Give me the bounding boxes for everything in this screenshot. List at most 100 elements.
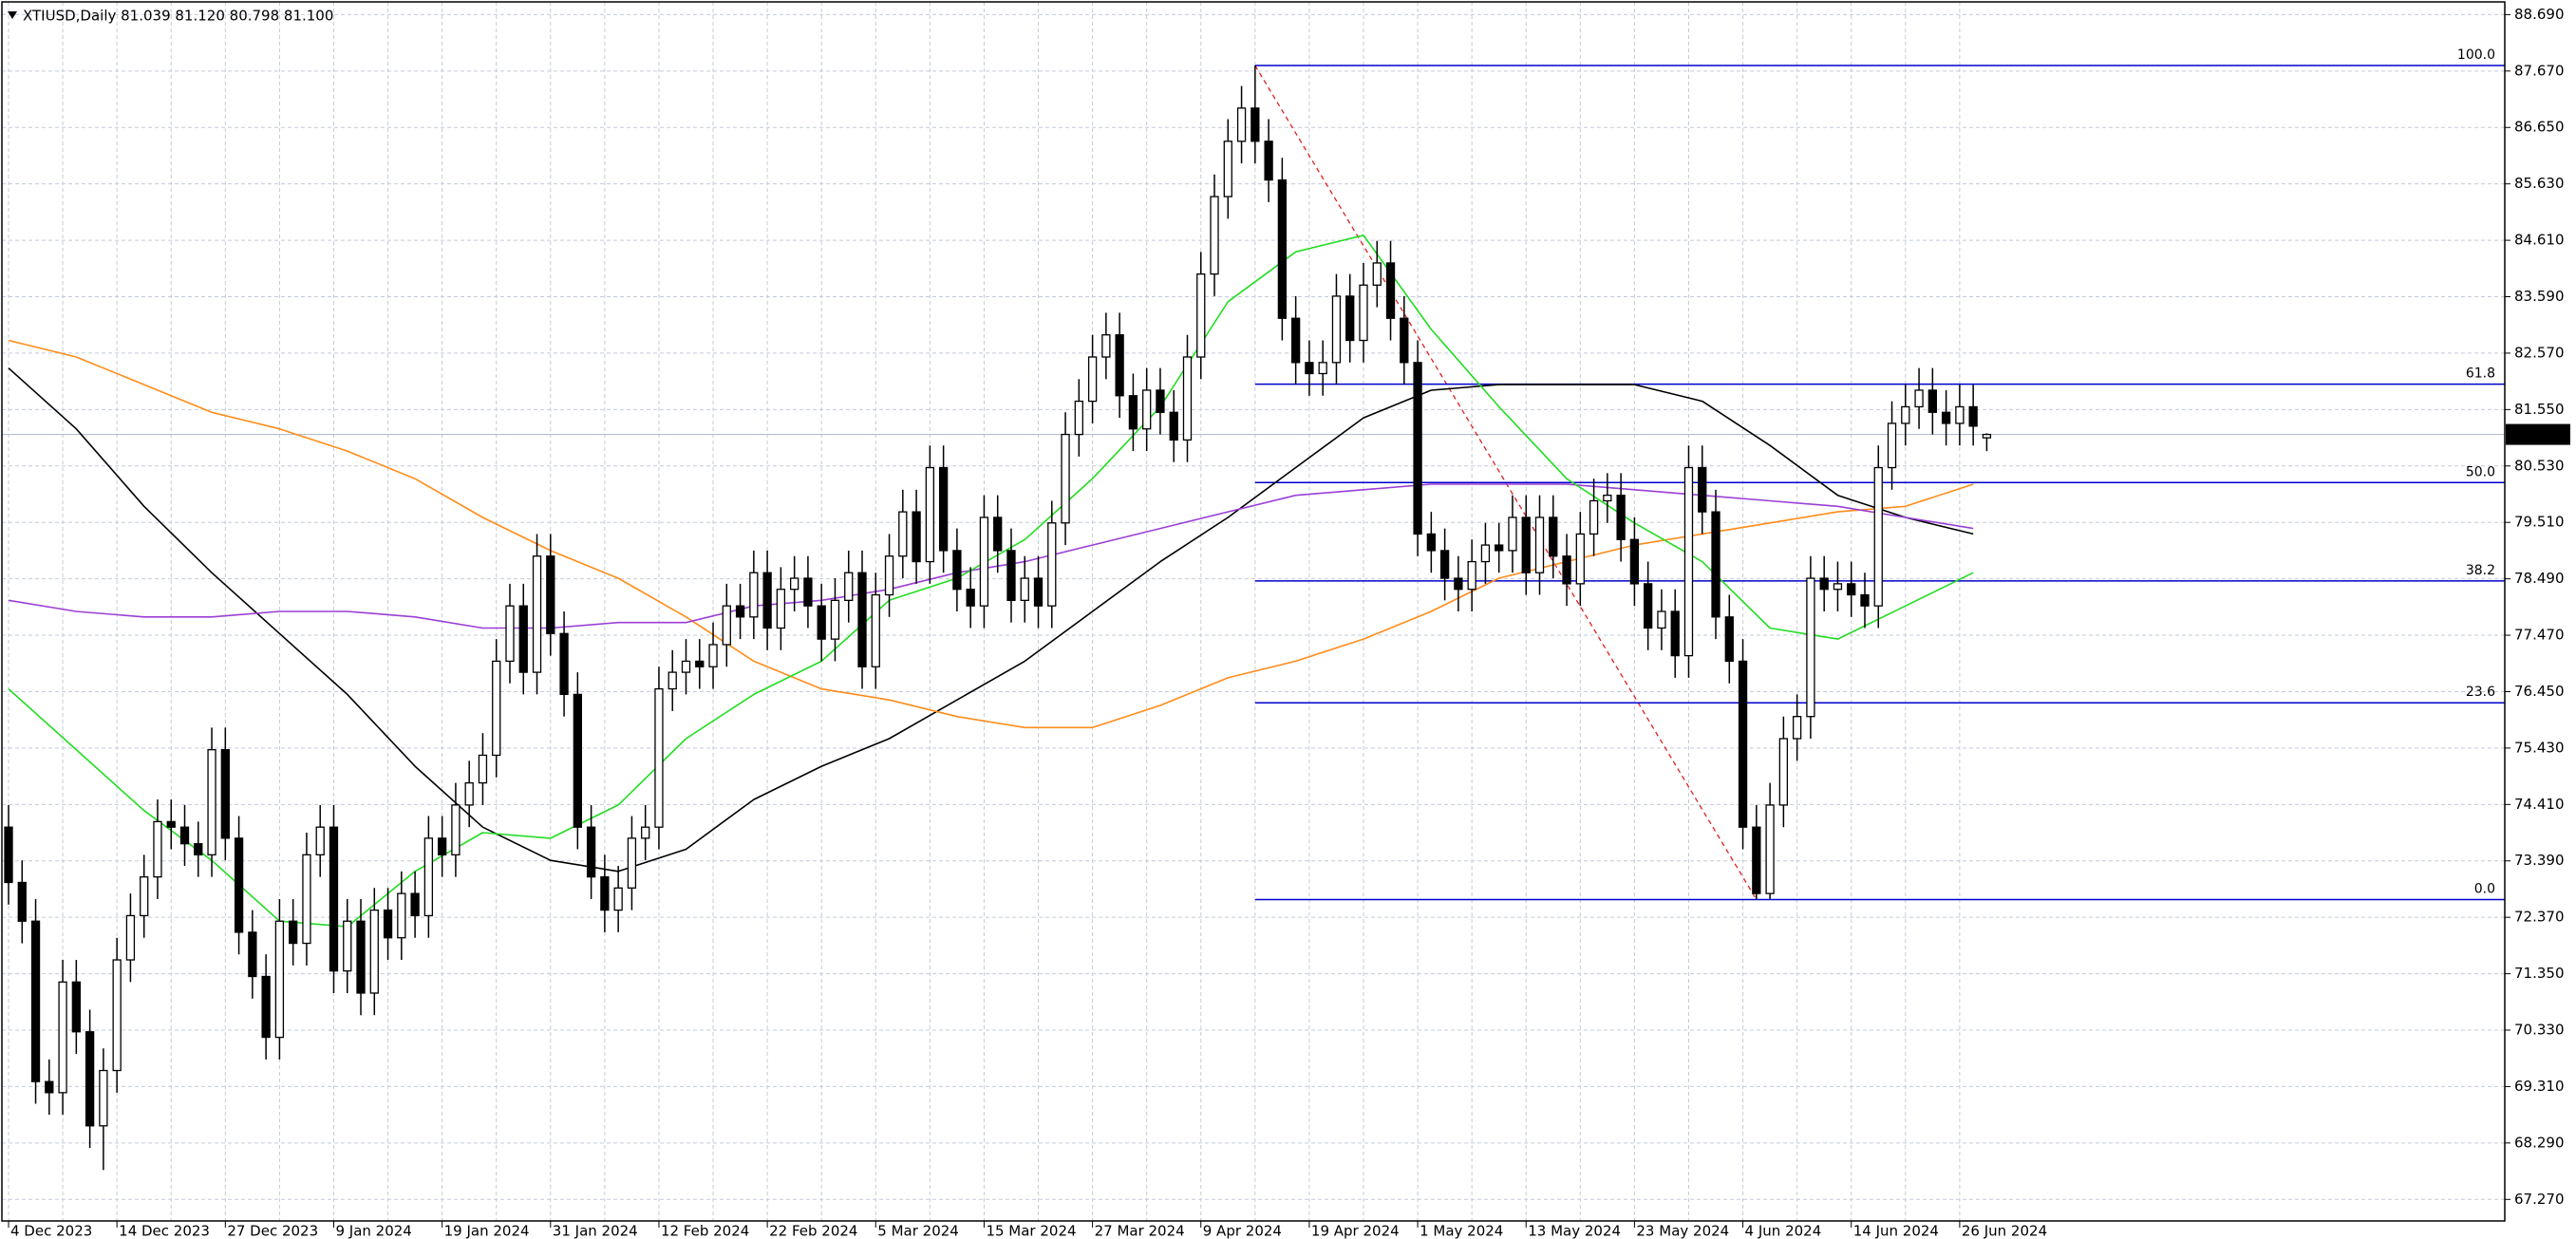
x-tick-label: 26 Jun 2024 bbox=[1962, 1223, 2047, 1239]
candle-body bbox=[1372, 262, 1382, 286]
candle-body bbox=[1629, 538, 1640, 585]
candle-body bbox=[532, 555, 542, 673]
candle-body bbox=[153, 820, 162, 878]
candle-body bbox=[397, 892, 406, 939]
candle-body bbox=[1521, 516, 1531, 573]
candle-body bbox=[1508, 516, 1517, 552]
candle-body bbox=[1264, 141, 1273, 181]
fibo-label: 100.0 bbox=[2457, 47, 2495, 63]
candle-body bbox=[1305, 362, 1314, 375]
candle-body bbox=[925, 466, 935, 563]
candle-body bbox=[383, 909, 393, 939]
candle-body bbox=[1047, 522, 1057, 607]
candle-body bbox=[1033, 577, 1044, 607]
x-tick-label: 13 May 2024 bbox=[1528, 1223, 1621, 1239]
candle-body bbox=[1887, 422, 1897, 469]
candle-body bbox=[492, 660, 501, 757]
x-tick-label: 9 Jan 2024 bbox=[335, 1223, 411, 1239]
candle-body bbox=[1156, 389, 1165, 413]
candle-body bbox=[505, 605, 515, 663]
moving-average bbox=[8, 367, 1974, 873]
candle-body bbox=[1833, 583, 1843, 591]
candle-body bbox=[1549, 516, 1558, 557]
candle-body bbox=[423, 837, 434, 917]
candle-body bbox=[1385, 262, 1396, 319]
candle-body bbox=[966, 589, 975, 607]
fibo-label: 0.0 bbox=[2474, 882, 2495, 897]
y-tick-label: 79.510 bbox=[2514, 514, 2565, 531]
candle-body bbox=[1467, 560, 1476, 591]
menu-icon[interactable] bbox=[8, 11, 17, 19]
candle-body bbox=[790, 577, 799, 591]
candle-body bbox=[1020, 577, 1029, 601]
x-tick-label: 5 Mar 2024 bbox=[877, 1223, 959, 1239]
candle-body bbox=[356, 920, 366, 994]
candle-body bbox=[99, 1069, 108, 1127]
candle-body bbox=[1575, 533, 1585, 585]
candle-body bbox=[1359, 284, 1368, 342]
candle-body bbox=[1683, 466, 1694, 657]
y-tick-label: 71.350 bbox=[2514, 965, 2565, 982]
fibo-label: 23.6 bbox=[2466, 685, 2495, 700]
y-tick-label: 82.570 bbox=[2514, 344, 2565, 361]
candle-body bbox=[573, 693, 582, 828]
candle-body bbox=[179, 826, 190, 845]
y-tick-label: 81.550 bbox=[2514, 401, 2565, 418]
candle-body bbox=[1914, 389, 1924, 408]
candle-body bbox=[1562, 555, 1571, 585]
candle-body bbox=[1480, 544, 1491, 563]
candle-body bbox=[884, 555, 894, 596]
candle-body bbox=[681, 660, 691, 673]
candle-body bbox=[125, 914, 136, 961]
candle-body bbox=[112, 959, 122, 1072]
y-tick-label: 75.430 bbox=[2514, 739, 2565, 756]
candle-body bbox=[627, 837, 637, 889]
y-tick-label: 85.630 bbox=[2514, 175, 2565, 192]
candle-body bbox=[1250, 107, 1260, 142]
candle-body bbox=[803, 577, 813, 607]
plot-layer: 100.0 61.8 50.0 38.2 23.6 0.0 bbox=[4, 47, 2505, 1171]
candle-body bbox=[234, 837, 244, 933]
candle-body bbox=[1087, 356, 1098, 403]
candle-body bbox=[1223, 141, 1232, 197]
candle-body bbox=[1400, 317, 1409, 364]
candle-body bbox=[1291, 317, 1301, 364]
candle-body bbox=[17, 881, 27, 922]
candle-body bbox=[1318, 362, 1327, 375]
candle-body bbox=[1968, 405, 1978, 427]
x-tick-label: 19 Jan 2024 bbox=[444, 1223, 530, 1239]
candle-body bbox=[451, 804, 461, 855]
candle-body bbox=[600, 875, 610, 911]
candle-body bbox=[1792, 716, 1802, 740]
candle-body bbox=[762, 572, 772, 629]
y-tick-label: 88.690 bbox=[2514, 6, 2565, 23]
x-tick-label: 4 Dec 2023 bbox=[10, 1223, 92, 1239]
candle-body bbox=[289, 920, 298, 945]
x-tick-label: 14 Jun 2024 bbox=[1853, 1223, 1939, 1239]
candle-body bbox=[1738, 660, 1748, 828]
candle-body bbox=[952, 550, 962, 591]
candle-body bbox=[1847, 583, 1856, 596]
fibo-label: 50.0 bbox=[2466, 464, 2495, 479]
candle-body bbox=[1236, 107, 1247, 142]
candle-body bbox=[749, 572, 759, 618]
candle-body bbox=[1941, 411, 1951, 424]
candle-body bbox=[1982, 433, 1992, 439]
y-tick-label: 87.670 bbox=[2514, 62, 2565, 79]
last-price-label: 81.100 bbox=[2512, 425, 2563, 442]
candle-body bbox=[1711, 511, 1720, 618]
candle-body bbox=[857, 572, 867, 667]
candle-body bbox=[85, 1031, 95, 1127]
candle-body bbox=[912, 511, 921, 563]
plot-border bbox=[1, 1, 2506, 1222]
candle-body bbox=[1778, 738, 1789, 806]
candle-body bbox=[871, 593, 880, 667]
candle-body bbox=[1454, 577, 1463, 591]
candle-body bbox=[1603, 495, 1612, 502]
candle-body bbox=[559, 632, 569, 696]
candle-body bbox=[329, 826, 339, 972]
candle-body bbox=[1331, 295, 1342, 364]
candle-body bbox=[1670, 610, 1680, 657]
